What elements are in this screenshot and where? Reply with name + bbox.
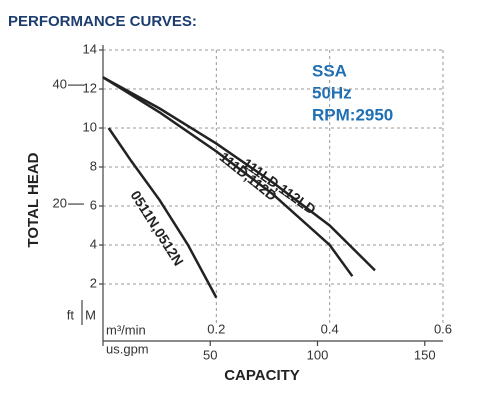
x-tick-label: 0.6 <box>434 321 452 336</box>
y-unit: M <box>85 307 96 322</box>
curve <box>107 127 218 299</box>
chart-title: PERFORMANCE CURVES: <box>8 13 197 30</box>
y2-tick-label: 20 <box>53 195 67 210</box>
x-unit: m³/min <box>106 322 146 337</box>
x-axis-label: CAPACITY <box>224 367 300 384</box>
x-tick-label: 0.4 <box>321 321 339 336</box>
annotation: 50Hz <box>312 83 352 102</box>
y-tick-label: 10 <box>83 119 97 134</box>
y-tick-label: 6 <box>90 197 97 212</box>
y-tick-label: 2 <box>90 275 97 290</box>
curve <box>102 76 354 277</box>
x2-tick-label: 50 <box>203 347 217 362</box>
y2-unit: ft <box>67 307 75 322</box>
annotation: RPM:2950 <box>312 105 393 124</box>
y-tick-label: 8 <box>90 158 97 173</box>
y-tick-label: 12 <box>83 80 97 95</box>
y-tick-label: 4 <box>90 236 97 251</box>
curve <box>102 76 376 272</box>
y-axis-label: TOTAL HEAD <box>25 152 42 247</box>
x-tick-label: 0.2 <box>207 321 225 336</box>
x2-tick-label: 100 <box>307 347 329 362</box>
x2-unit: us.gpm <box>106 341 149 356</box>
y2-tick-label: 40 <box>53 77 67 92</box>
y-tick-label: 14 <box>83 41 97 56</box>
x2-tick-label: 150 <box>414 347 436 362</box>
